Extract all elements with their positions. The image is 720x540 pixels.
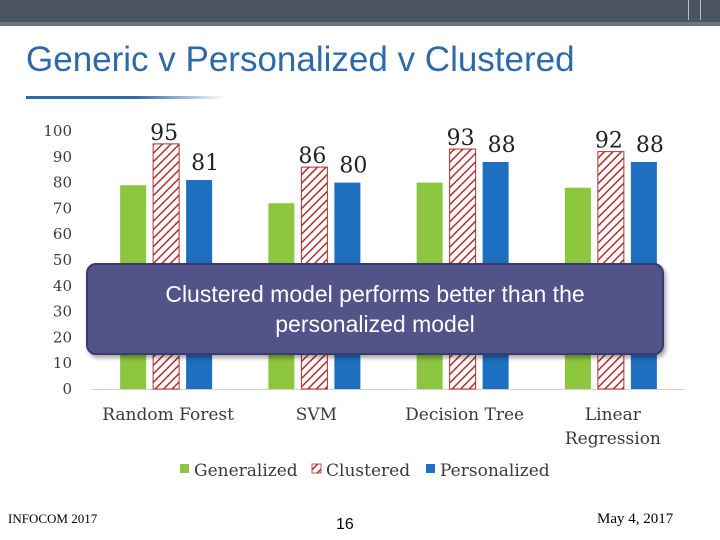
y-tick-label: 10 — [53, 354, 72, 372]
data-label-clustered: 95 — [150, 121, 178, 146]
x-tick-label: Decision Tree — [405, 405, 524, 425]
data-label-clustered: 93 — [447, 126, 475, 151]
data-label-clustered: 86 — [298, 144, 326, 169]
y-tick-label: 80 — [53, 174, 72, 192]
data-label-personalized: 88 — [488, 133, 516, 158]
y-tick-label: 30 — [53, 303, 72, 321]
page-number: 16 — [336, 516, 354, 533]
corner-decoration — [688, 0, 703, 20]
header-bar — [0, 0, 720, 22]
legend-swatch-personalized — [426, 464, 435, 473]
legend-label-personalized: Personalized — [440, 461, 550, 481]
y-tick-label: 90 — [53, 148, 72, 166]
x-tick-label: Regression — [565, 429, 661, 449]
title-underline — [26, 96, 226, 99]
legend-label-clustered: Clustered — [326, 461, 410, 481]
corner-decoration — [700, 0, 713, 20]
y-tick-label: 0 — [62, 380, 72, 398]
y-tick-label: 20 — [53, 328, 72, 346]
y-tick-label: 40 — [53, 277, 72, 295]
y-tick-label: 100 — [43, 122, 72, 140]
data-label-personalized: 88 — [636, 133, 664, 158]
callout-box: Clustered model performs better than the… — [86, 263, 664, 355]
footer-conference: INFOCOM 2017 — [8, 511, 98, 526]
legend-swatch-clustered — [311, 463, 322, 474]
y-tick-label: 70 — [53, 199, 72, 217]
legend-label-generalized: Generalized — [194, 461, 298, 481]
x-tick-label: Linear — [585, 405, 642, 425]
y-tick-label: 50 — [53, 251, 72, 269]
footer-date: May 4, 2017 — [597, 511, 674, 527]
data-label-personalized: 81 — [191, 151, 219, 176]
legend-swatch-generalized — [180, 464, 189, 473]
data-label-personalized: 80 — [339, 154, 367, 179]
y-tick-label: 60 — [53, 225, 72, 243]
data-label-clustered: 92 — [595, 129, 623, 154]
header-rule — [0, 22, 720, 26]
x-tick-label: Random Forest — [102, 405, 234, 425]
slide-title: Generic v Personalized v Clustered — [26, 40, 575, 79]
x-tick-label: SVM — [296, 405, 337, 425]
